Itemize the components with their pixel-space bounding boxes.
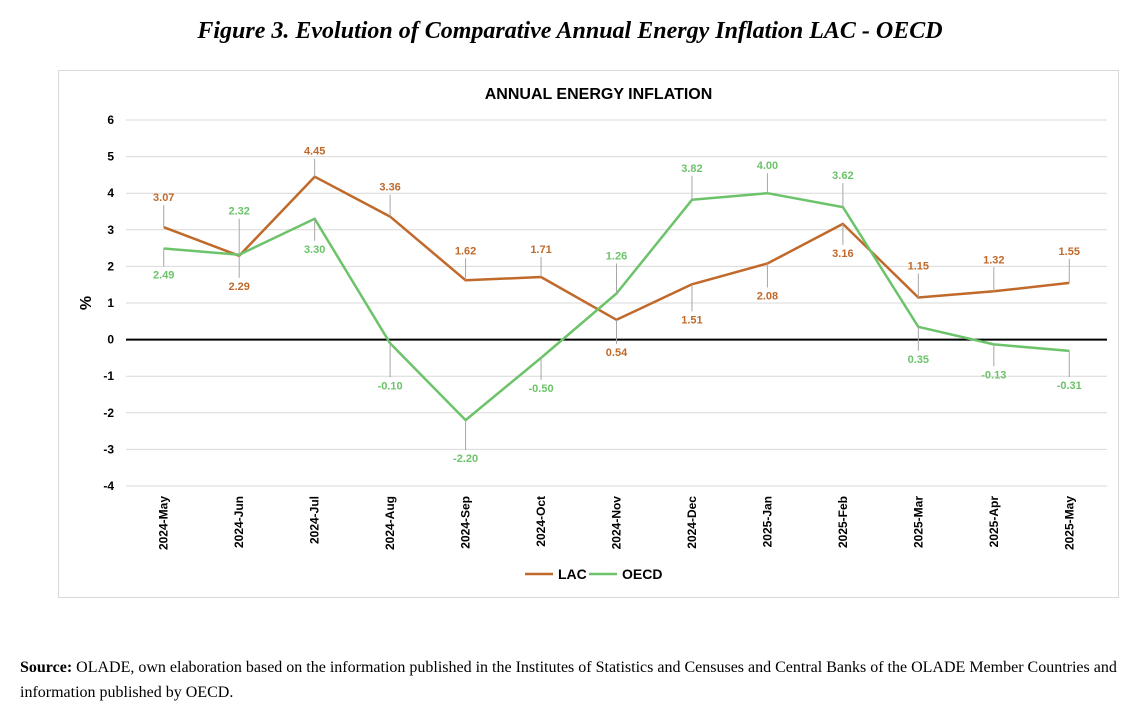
x-tick-label: 2024-Nov xyxy=(610,496,624,550)
data-label-oecd: 4.00 xyxy=(757,160,778,172)
data-label-lac: 1.32 xyxy=(983,254,1004,266)
data-label-oecd: -0.31 xyxy=(1057,380,1082,392)
data-label-oecd: -2.20 xyxy=(453,453,478,465)
legend-label-lac: LAC xyxy=(558,566,587,582)
y-tick-label: 2 xyxy=(107,259,114,273)
x-tick-label: 2024-Sep xyxy=(459,496,473,549)
series-line-oecd xyxy=(163,191,1070,422)
data-label-oecd: -0.13 xyxy=(981,369,1006,381)
data-label-lac: 4.45 xyxy=(304,146,325,158)
data-label-lac: 1.15 xyxy=(908,261,929,273)
y-tick-label: 6 xyxy=(107,113,114,127)
data-label-lac: 1.62 xyxy=(455,245,476,257)
x-tick-label: 2025-May xyxy=(1062,496,1076,550)
x-tick-label: 2025-Mar xyxy=(911,496,925,548)
y-tick-label: -3 xyxy=(103,442,114,456)
data-label-lac: 1.71 xyxy=(530,244,551,256)
data-label-lac: 3.36 xyxy=(379,182,400,194)
data-label-oecd: 2.49 xyxy=(153,269,174,281)
data-label-oecd: 2.32 xyxy=(228,206,249,218)
source-label: Source: xyxy=(20,659,73,676)
line-chart: ANNUAL ENERGY INFLATION 6 5 4 3 2 1 0 -1 -2 -3 -4% 2… xyxy=(78,86,1107,582)
x-tick-label: 2024-Jul xyxy=(308,496,322,544)
data-label-oecd: 3.30 xyxy=(304,244,325,256)
x-tick-label: 2024-Dec xyxy=(685,496,699,549)
y-tick-label: -1 xyxy=(103,369,114,383)
series-line-lac xyxy=(163,175,1070,322)
data-label-lac: 1.51 xyxy=(681,314,702,326)
chart-title: ANNUAL ENERGY INFLATION xyxy=(485,86,713,103)
data-label-lac: 3.07 xyxy=(153,192,174,204)
legend-label-oecd: OECD xyxy=(622,566,662,582)
figure-title: Figure 3. Evolution of Comparative Annua… xyxy=(197,18,943,44)
data-label-lac: 2.08 xyxy=(757,290,778,302)
x-tick-label: 2024-Oct xyxy=(534,496,548,547)
x-tick-label: 2024-May xyxy=(157,496,171,550)
data-label-lac: 3.16 xyxy=(832,248,853,260)
source-note: Source: OLADE, own elaboration based on … xyxy=(20,655,1130,705)
y-tick-label: -2 xyxy=(103,406,114,420)
data-label-oecd: -0.50 xyxy=(528,383,553,395)
source-text: OLADE, own elaboration based on the info… xyxy=(20,659,1117,701)
chart-area: ANNUAL ENERGY INFLATION 6 5 4 3 2 1 0 -1 -2 -3 -4% 2… xyxy=(58,70,1119,598)
data-label-lac: 0.54 xyxy=(606,347,628,359)
y-axis-label: % xyxy=(78,296,95,310)
y-tick-label: -4 xyxy=(103,479,114,493)
data-label-lac: 2.29 xyxy=(228,281,249,293)
y-tick-label: 4 xyxy=(107,186,114,200)
x-tick-label: 2025-Apr xyxy=(987,496,1001,548)
data-label-oecd: -0.10 xyxy=(378,380,403,392)
y-tick-label: 5 xyxy=(107,150,114,164)
x-tick-label: 2024-Aug xyxy=(383,496,397,550)
data-label-lac: 1.55 xyxy=(1059,246,1080,258)
y-tick-label: 1 xyxy=(107,296,114,310)
x-tick-label: 2024-Jun xyxy=(232,496,246,548)
data-label-oecd: 3.82 xyxy=(681,163,702,175)
y-tick-label: 0 xyxy=(107,333,114,347)
x-tick-label: 2025-Jan xyxy=(760,496,774,547)
data-label-oecd: 3.62 xyxy=(832,170,853,182)
data-label-oecd: 0.35 xyxy=(908,354,929,366)
y-tick-label: 3 xyxy=(107,223,114,237)
x-tick-label: 2025-Feb xyxy=(836,496,850,548)
data-label-oecd: 1.26 xyxy=(606,250,627,262)
